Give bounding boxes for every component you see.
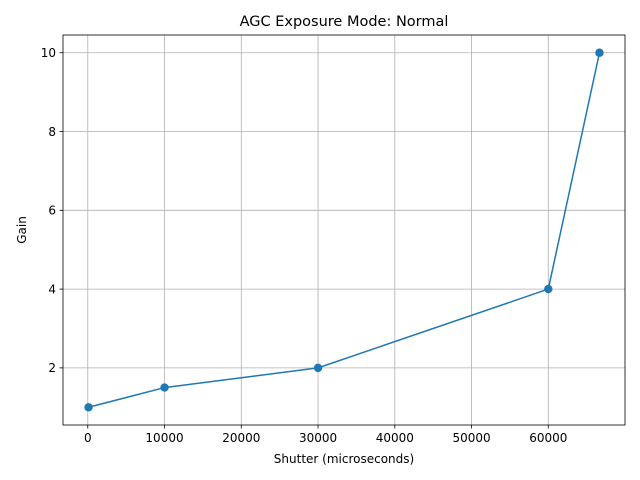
x-tick-label: 60000 — [529, 431, 567, 445]
x-axis-label: Shutter (microseconds) — [274, 452, 414, 466]
y-tick-label: 6 — [48, 204, 56, 218]
data-point — [544, 284, 553, 294]
series-layer — [84, 48, 604, 412]
plot-frame — [62, 34, 626, 426]
x-tick-label: 40000 — [376, 431, 414, 445]
y-tick-label: 10 — [41, 46, 56, 60]
y-tick-label: 8 — [48, 125, 56, 139]
x-tick-label: 10000 — [145, 431, 183, 445]
y-axis-label: Gain — [15, 216, 29, 244]
chart-title: AGC Exposure Mode: Normal — [240, 14, 449, 30]
x-tick-label: 0 — [84, 431, 92, 445]
x-tick-label: 30000 — [299, 431, 337, 445]
grid-lines — [63, 35, 625, 425]
y-tick-label: 4 — [48, 282, 56, 296]
series-line — [88, 52, 601, 408]
y-tick-label: 2 — [48, 361, 56, 375]
x-axis-ticks: 0 10000 20000 30000 40000 50000 60000 — [84, 425, 567, 445]
data-point — [160, 383, 169, 392]
y-axis-ticks: 2 4 6 8 10 — [41, 46, 63, 375]
data-point — [313, 363, 323, 373]
data-point — [595, 48, 604, 57]
data-point — [84, 403, 93, 412]
x-tick-label: 50000 — [452, 431, 490, 445]
x-tick-label: 20000 — [222, 431, 260, 445]
